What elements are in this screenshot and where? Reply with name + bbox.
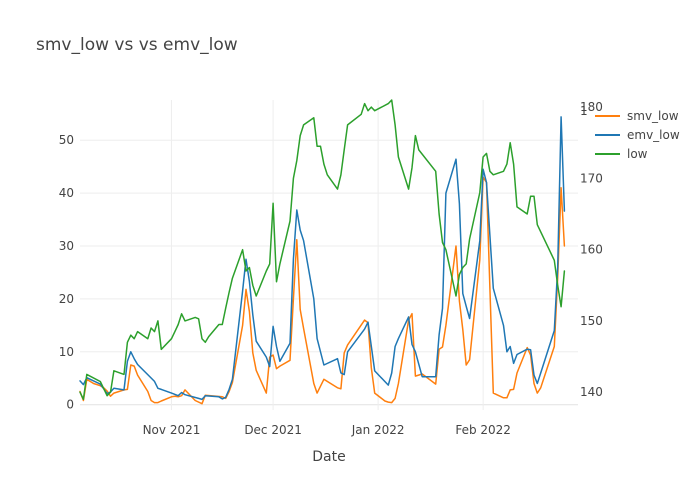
x-tick-label: Jan 2022 xyxy=(351,423,405,437)
y2-tick-label: 150 xyxy=(580,314,603,328)
y-tick-label: 0 xyxy=(66,398,74,412)
x-axis-title: Date xyxy=(312,449,345,465)
axes: 0 10 20 30 40 50 Nov 2021 Dec 2021 Jan 2022 Feb 2… xyxy=(59,100,603,437)
legend-label-low[interactable]: low xyxy=(627,147,648,161)
legend-label-smv-low[interactable]: smv_low xyxy=(627,109,679,123)
gridlines xyxy=(80,100,578,410)
series-line-low xyxy=(79,99,566,401)
y-tick-label: 30 xyxy=(59,239,74,253)
x-tick-label: Feb 2022 xyxy=(455,423,511,437)
y-tick-label: 50 xyxy=(59,133,74,147)
series-lines xyxy=(79,99,566,405)
y2-tick-label: 160 xyxy=(580,243,603,257)
y-tick-label: 20 xyxy=(59,292,74,306)
y2-tick-label: 1 xyxy=(580,104,588,118)
chart-title: smv_low vs vs emv_low xyxy=(36,35,238,55)
y2-tick-label: 180 xyxy=(580,100,603,114)
y-tick-label: 10 xyxy=(59,345,74,359)
legend-label-emv-low[interactable]: emv_low xyxy=(627,128,680,142)
y-tick-label: 40 xyxy=(59,186,74,200)
x-tick-label: Dec 2021 xyxy=(244,423,302,437)
y2-tick-label: 140 xyxy=(580,385,603,399)
y2-tick-label: 170 xyxy=(580,171,603,185)
x-tick-label: Nov 2021 xyxy=(143,423,201,437)
series-line-emv-low xyxy=(79,116,566,401)
series-line-smv-low xyxy=(79,176,566,405)
